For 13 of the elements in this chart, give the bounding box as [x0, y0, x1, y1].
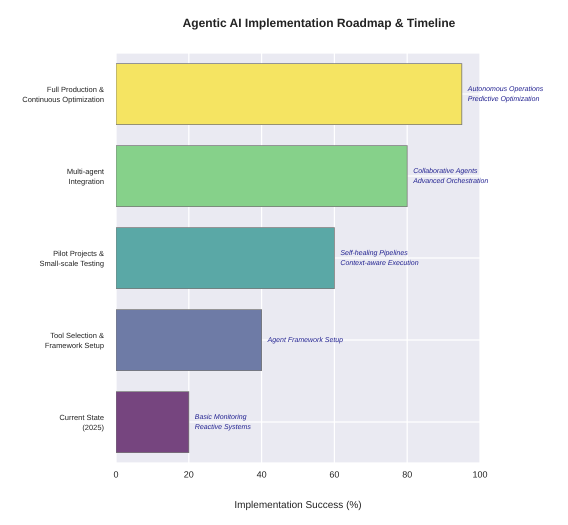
bar — [116, 309, 262, 372]
x-tick-label: 40 — [256, 469, 267, 480]
bar — [116, 391, 190, 454]
x-tick-label: 20 — [184, 469, 194, 480]
x-tick-label: 0 — [113, 469, 119, 480]
bar — [116, 145, 408, 208]
x-tick-label: 100 — [472, 469, 488, 480]
bar — [116, 227, 335, 290]
x-tick-label: 60 — [329, 469, 340, 480]
chart-title: Agentic AI Implementation Roadmap & Timeline — [182, 15, 456, 32]
x-tick-label: 80 — [402, 469, 412, 480]
x-axis-title: Implementation Success (%) — [234, 500, 362, 512]
bar — [116, 63, 462, 126]
